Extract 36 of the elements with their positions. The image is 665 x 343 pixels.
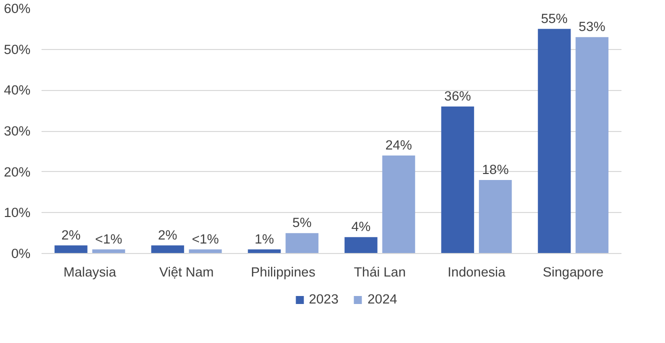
- legend-label: 2023: [308, 292, 338, 306]
- x-tick-label: Thái Lan: [354, 264, 406, 280]
- data-label: 36%: [444, 88, 472, 104]
- data-label: 1%: [254, 231, 274, 246]
- bar: [286, 233, 318, 254]
- y-tick-label: 30%: [4, 124, 31, 138]
- legend-label: 2024: [368, 292, 398, 306]
- bar: [538, 28, 571, 254]
- y-tick-label: 50%: [4, 42, 31, 57]
- bar: [382, 156, 416, 254]
- data-label: 18%: [482, 162, 509, 177]
- data-label: 4%: [351, 219, 371, 234]
- x-tick-label: Singapore: [542, 264, 604, 280]
- data-label: 2%: [158, 227, 178, 242]
- x-tick-label: Indonesia: [448, 264, 506, 280]
- data-label: 55%: [540, 10, 568, 26]
- bar: [576, 37, 608, 254]
- data-label: <1%: [95, 231, 122, 246]
- data-label: <1%: [192, 231, 220, 246]
- y-tick-label: 20%: [4, 164, 31, 180]
- y-tick-label: 40%: [4, 82, 31, 98]
- bar: [441, 106, 474, 254]
- x-tick-label: Philippines: [250, 264, 316, 280]
- bar: [344, 237, 378, 254]
- data-label: 24%: [385, 138, 412, 152]
- data-label: 2%: [61, 227, 81, 242]
- x-tick-label: Malaysia: [64, 264, 117, 280]
- data-label: 53%: [578, 19, 606, 34]
- y-tick-label: 0%: [11, 246, 31, 261]
- data-label: 5%: [292, 215, 312, 230]
- x-tick-label: Việt Nam: [159, 264, 214, 280]
- bar: [151, 245, 184, 254]
- bar: [54, 245, 88, 254]
- y-tick-label: 60%: [4, 1, 31, 16]
- y-tick-label: 10%: [4, 205, 31, 220]
- bar: [478, 180, 512, 254]
